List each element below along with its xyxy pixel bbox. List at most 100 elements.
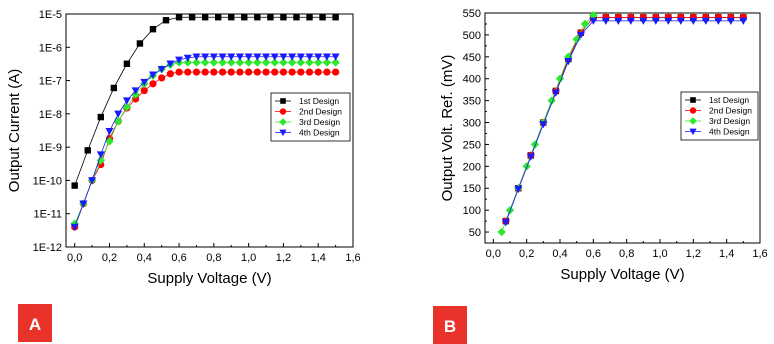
- data-point: [589, 17, 598, 25]
- legend-entry: 2nd Design: [709, 106, 752, 116]
- legend-entry: 4th Design: [299, 128, 340, 138]
- data-point: [105, 137, 114, 146]
- data-point: [201, 14, 209, 21]
- x-tick-label: 0,8: [206, 252, 221, 264]
- data-point: [110, 84, 118, 92]
- data-point: [200, 58, 210, 67]
- data-point: [279, 58, 288, 67]
- y-tick-label: 1E-8: [39, 109, 62, 121]
- data-point: [131, 87, 140, 95]
- data-point: [218, 53, 227, 61]
- data-point: [270, 53, 279, 61]
- x-tick-label: 0,8: [619, 248, 634, 260]
- data-point: [140, 78, 149, 87]
- badge-a-label: A: [29, 315, 41, 334]
- data-point: [157, 65, 166, 74]
- data-point: [332, 68, 340, 76]
- data-point: [522, 162, 531, 171]
- data-point: [201, 68, 209, 76]
- legend-entry: 2nd Design: [299, 107, 342, 117]
- x-tick-label: 0,0: [486, 248, 501, 260]
- y-tick-label: 1E-5: [39, 9, 62, 21]
- data-point: [214, 14, 222, 21]
- data-point: [162, 17, 170, 24]
- data-point: [201, 53, 210, 61]
- data-point: [123, 60, 131, 67]
- data-point: [192, 58, 201, 67]
- data-point: [183, 54, 192, 62]
- data-point: [514, 185, 523, 194]
- x-axis-label: Supply Voltage (V): [560, 266, 684, 283]
- data-point: [701, 17, 710, 25]
- data-point: [140, 86, 148, 95]
- x-tick-label: 1,0: [652, 248, 667, 260]
- data-point: [227, 58, 236, 67]
- data-point: [279, 68, 288, 76]
- data-point: [287, 58, 297, 67]
- badge-b: B: [433, 306, 467, 344]
- data-point: [601, 17, 610, 25]
- x-tick-label: 1,6: [752, 248, 767, 260]
- data-point: [526, 153, 535, 161]
- legend-entry: 1st Design: [299, 96, 339, 106]
- y-tick-label: 1E-12: [33, 242, 62, 254]
- data-point: [227, 53, 236, 61]
- data-point: [113, 117, 123, 126]
- data-point: [319, 14, 326, 21]
- data-point: [580, 19, 590, 29]
- data-point: [192, 53, 201, 61]
- data-point: [280, 14, 287, 21]
- data-point: [210, 68, 218, 76]
- y-tick-label: 250: [463, 139, 481, 151]
- data-point: [739, 17, 748, 25]
- y-tick-label: 50: [469, 227, 481, 239]
- y-tick-label: 200: [463, 161, 481, 173]
- data-point: [279, 53, 288, 61]
- data-point: [175, 56, 184, 64]
- data-point: [626, 17, 635, 25]
- data-point: [188, 14, 196, 21]
- data-point: [244, 58, 253, 67]
- series-3: [497, 10, 598, 237]
- x-tick-label: 1,4: [311, 252, 326, 264]
- x-tick-label: 0,4: [137, 252, 152, 264]
- data-point: [296, 58, 306, 67]
- data-point: [253, 53, 262, 61]
- plot-frame: [65, 13, 354, 248]
- data-point: [270, 58, 279, 67]
- x-tick-label: 0,2: [519, 248, 534, 260]
- data-point: [322, 53, 331, 61]
- y-tick-label: 300: [463, 118, 481, 130]
- data-point: [209, 58, 219, 67]
- y-tick-label: 100: [463, 205, 481, 217]
- y-tick-label: 1E-6: [39, 42, 62, 54]
- legend-entry: 1st Design: [709, 95, 749, 105]
- data-point: [305, 68, 314, 76]
- series-4: [501, 17, 748, 227]
- x-tick-label: 1,6: [345, 252, 360, 264]
- badge-a: A: [18, 304, 52, 342]
- series-1: [71, 14, 339, 189]
- data-point: [288, 68, 296, 76]
- data-point: [218, 58, 227, 67]
- data-point: [235, 53, 244, 61]
- legend-entry: 4th Design: [709, 127, 750, 137]
- data-point: [271, 68, 279, 76]
- y-tick-label: 500: [463, 30, 481, 42]
- data-point: [589, 10, 598, 20]
- data-point: [149, 25, 157, 33]
- data-point: [70, 219, 79, 228]
- data-point: [136, 40, 144, 47]
- data-point: [228, 14, 235, 21]
- y-tick-label: 450: [463, 52, 481, 64]
- x-tick-label: 0,6: [586, 248, 601, 260]
- data-point: [714, 17, 723, 25]
- data-point: [175, 14, 183, 21]
- x-tick-label: 0,6: [171, 252, 186, 264]
- legend-swatch-marker: [280, 98, 286, 104]
- y-axis-label: Output Current (A): [6, 69, 23, 192]
- data-point: [114, 110, 123, 118]
- data-point: [497, 227, 506, 237]
